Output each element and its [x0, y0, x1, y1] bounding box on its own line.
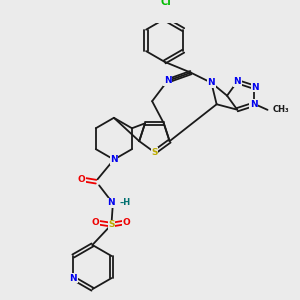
Text: O: O	[92, 218, 99, 227]
Text: O: O	[122, 218, 130, 227]
Text: –H: –H	[119, 198, 130, 207]
Text: N: N	[233, 77, 241, 86]
Text: N: N	[164, 76, 171, 85]
Text: CH₃: CH₃	[272, 105, 289, 114]
Text: N: N	[110, 155, 118, 164]
Text: N: N	[251, 82, 259, 91]
Text: O: O	[77, 175, 85, 184]
Text: N: N	[250, 100, 257, 109]
Text: N: N	[69, 274, 77, 283]
Text: Cl: Cl	[161, 0, 172, 7]
Text: S: S	[108, 220, 115, 229]
Text: S: S	[151, 148, 158, 157]
Text: N: N	[208, 78, 215, 87]
Text: N: N	[110, 155, 118, 164]
Text: N: N	[107, 198, 114, 207]
